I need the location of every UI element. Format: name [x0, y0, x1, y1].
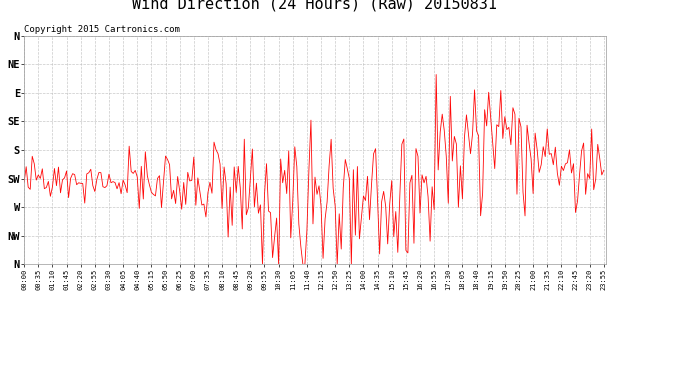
Text: Copyright 2015 Cartronics.com: Copyright 2015 Cartronics.com — [24, 26, 180, 34]
Title: Wind Direction (24 Hours) (Raw) 20150831: Wind Direction (24 Hours) (Raw) 20150831 — [132, 0, 497, 12]
